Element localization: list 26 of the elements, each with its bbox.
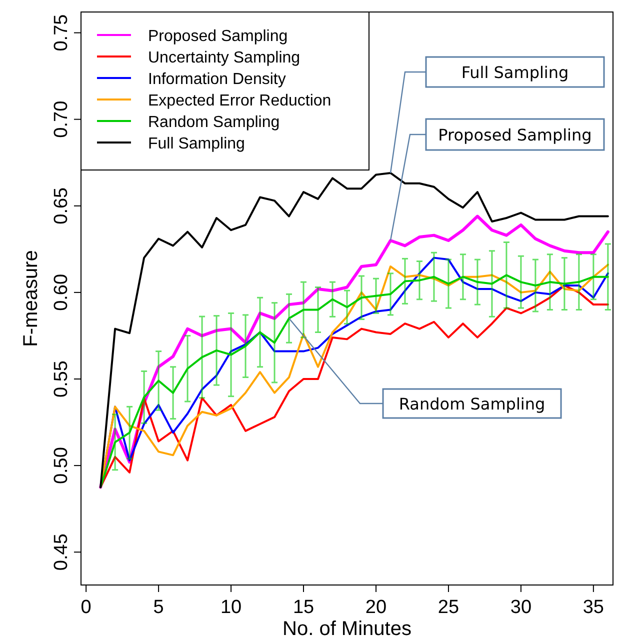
legend-label: Proposed Sampling — [148, 28, 288, 45]
legend-label: Random Sampling — [148, 114, 280, 131]
legend-label: Information Density — [148, 71, 286, 88]
legend-label: Full Sampling — [148, 136, 245, 152]
legend-label: Expected Error Reduction — [148, 92, 332, 110]
y-tick-label: 0.50 — [51, 447, 72, 484]
x-axis-title: No. of Minutes — [282, 618, 412, 637]
x-tick-label: 35 — [582, 597, 604, 618]
y-tick-label: 0.65 — [51, 187, 72, 224]
y-axis-title: F-measure — [20, 250, 42, 347]
x-tick-label: 25 — [438, 597, 460, 618]
annotation: Proposed Sampling — [438, 126, 592, 145]
x-tick-label: 5 — [153, 597, 164, 618]
y-tick-label: 0.55 — [51, 360, 72, 398]
annotation: Full Sampling — [461, 63, 569, 82]
y-tick-label: 0.45 — [51, 534, 72, 571]
legend-label: Uncertainty Sampling — [148, 50, 300, 66]
y-tick-label: 0.60 — [51, 274, 72, 311]
x-tick-label: 30 — [510, 597, 532, 618]
y-tick-label: 0.70 — [51, 100, 72, 138]
x-tick-label: 20 — [365, 597, 387, 618]
annotation: Random Sampling — [398, 394, 546, 414]
x-tick-label: 0 — [80, 597, 92, 618]
y-tick-label: 0.75 — [51, 14, 72, 52]
x-tick-label: 15 — [292, 597, 314, 618]
x-tick-label: 10 — [220, 597, 242, 618]
